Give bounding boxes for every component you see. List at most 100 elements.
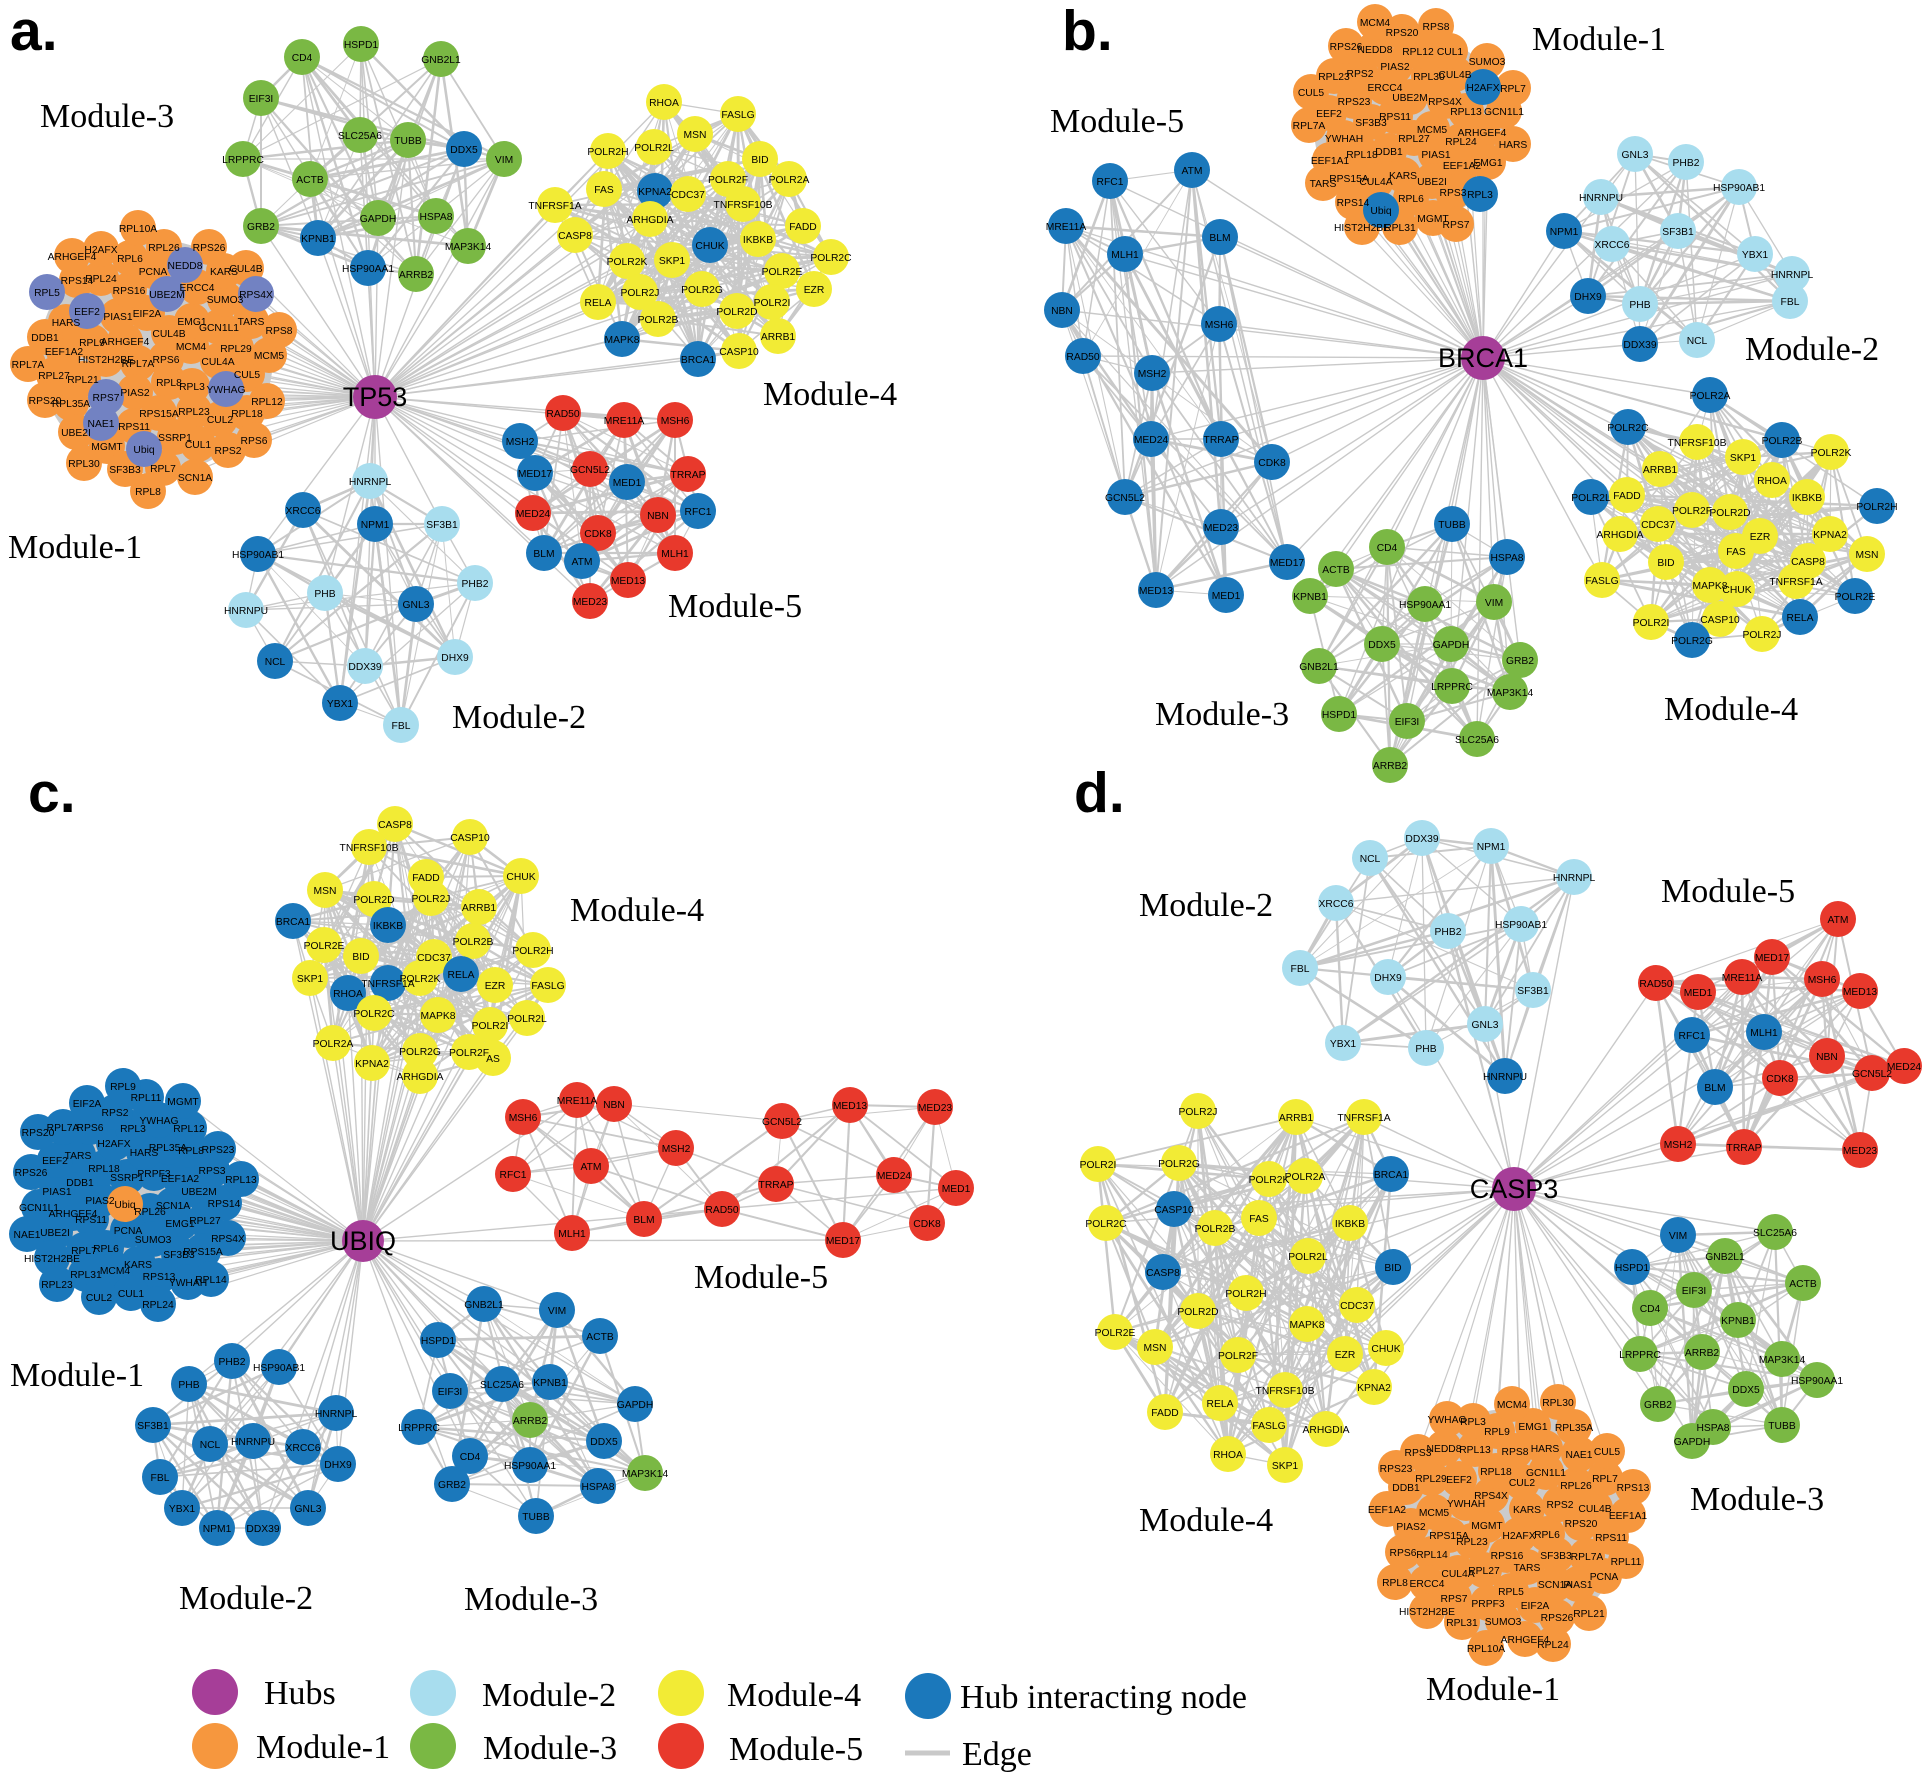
svg-text:POLR2J: POLR2J (1179, 1107, 1218, 1118)
svg-text:ARHGEF4: ARHGEF4 (49, 1209, 98, 1220)
svg-text:FAS: FAS (1726, 547, 1746, 558)
svg-text:TUBB: TUBB (1768, 1421, 1796, 1432)
svg-text:EEF2: EEF2 (42, 1156, 68, 1167)
svg-text:KPNA2: KPNA2 (1357, 1383, 1391, 1394)
svg-text:MSH6: MSH6 (661, 416, 690, 427)
svg-text:RPS14: RPS14 (208, 1199, 241, 1210)
svg-text:RPS26: RPS26 (193, 243, 226, 254)
svg-text:MSN: MSN (1856, 550, 1879, 561)
svg-text:TNFRSF1A: TNFRSF1A (361, 979, 414, 990)
svg-text:RPL14: RPL14 (195, 1275, 227, 1286)
svg-text:EEF1A2: EEF1A2 (1368, 1505, 1407, 1516)
svg-text:CASP3: CASP3 (1470, 1174, 1559, 1204)
svg-text:RPL31: RPL31 (1446, 1618, 1478, 1629)
svg-text:KARS: KARS (124, 1260, 152, 1271)
svg-text:MED13: MED13 (1139, 586, 1174, 597)
svg-text:RPL13: RPL13 (1459, 1445, 1491, 1456)
svg-text:Module-5: Module-5 (694, 1259, 828, 1296)
svg-text:HSP90AB1: HSP90AB1 (1495, 920, 1547, 931)
svg-text:CASP8: CASP8 (558, 231, 592, 242)
svg-text:SF3B3: SF3B3 (163, 1250, 195, 1261)
svg-text:SF3B3: SF3B3 (109, 465, 141, 476)
svg-text:RPL26: RPL26 (134, 1207, 166, 1218)
svg-text:ARHGDIA: ARHGDIA (1303, 1425, 1350, 1436)
svg-text:RFC1: RFC1 (1097, 177, 1124, 188)
svg-text:ARRB2: ARRB2 (399, 270, 434, 281)
svg-text:HSP90AA1: HSP90AA1 (1791, 1376, 1843, 1387)
svg-text:RPS6: RPS6 (77, 1123, 104, 1134)
svg-text:EIF3I: EIF3I (438, 1387, 463, 1398)
svg-text:RFC1: RFC1 (500, 1170, 527, 1181)
svg-text:RPS7: RPS7 (93, 393, 120, 404)
svg-text:RPS26: RPS26 (15, 1168, 48, 1179)
svg-text:PHB: PHB (178, 1380, 199, 1391)
svg-text:POLR2F: POLR2F (1672, 506, 1712, 517)
svg-text:RPS2: RPS2 (215, 446, 242, 457)
svg-text:YBX1: YBX1 (1742, 250, 1769, 261)
svg-text:RPS4X: RPS4X (239, 290, 273, 301)
svg-text:PIAS2: PIAS2 (1396, 1522, 1425, 1533)
svg-text:RPL12: RPL12 (251, 397, 283, 408)
svg-text:MSH6: MSH6 (509, 1113, 538, 1124)
svg-text:MED1: MED1 (613, 478, 642, 489)
svg-text:MED24: MED24 (1134, 435, 1169, 446)
svg-text:EIF3I: EIF3I (1395, 717, 1420, 728)
svg-text:Module-2: Module-2 (482, 1677, 616, 1714)
svg-text:CUL2: CUL2 (1509, 1478, 1536, 1489)
svg-text:RFC1: RFC1 (685, 507, 712, 518)
svg-text:CDK8: CDK8 (1766, 1074, 1794, 1085)
svg-text:RFC1: RFC1 (1679, 1031, 1706, 1042)
svg-text:TARS: TARS (65, 1151, 92, 1162)
svg-text:H2AFX: H2AFX (97, 1139, 130, 1150)
svg-text:XRCC6: XRCC6 (286, 1443, 321, 1454)
svg-text:RPL5: RPL5 (34, 288, 60, 299)
svg-text:MAPK8: MAPK8 (1693, 581, 1728, 592)
svg-text:RAD50: RAD50 (1639, 979, 1672, 990)
svg-text:ATM: ATM (572, 557, 593, 568)
svg-text:MED23: MED23 (1204, 523, 1239, 534)
svg-text:HNRNPU: HNRNPU (1579, 193, 1623, 204)
svg-text:ATM: ATM (1828, 915, 1849, 926)
svg-text:RPL10A: RPL10A (119, 224, 157, 235)
svg-text:PCNA: PCNA (1590, 1572, 1619, 1583)
svg-text:BID: BID (1384, 1263, 1401, 1274)
svg-text:SCN1A: SCN1A (1538, 1580, 1572, 1591)
svg-text:a.: a. (10, 0, 58, 63)
svg-text:EEF2: EEF2 (1316, 109, 1342, 120)
svg-text:RPS14: RPS14 (1337, 198, 1370, 209)
svg-text:ACTB: ACTB (1322, 565, 1350, 576)
svg-text:GNB2L1: GNB2L1 (1299, 662, 1339, 673)
svg-text:MAP3K14: MAP3K14 (1487, 688, 1534, 699)
svg-text:Edge: Edge (962, 1736, 1032, 1773)
svg-text:Module-4: Module-4 (763, 376, 897, 413)
svg-text:RPL11: RPL11 (1611, 1557, 1642, 1568)
svg-text:SKP1: SKP1 (1730, 453, 1757, 464)
svg-text:FADD: FADD (789, 222, 816, 233)
svg-text:RHOA: RHOA (333, 989, 363, 1000)
svg-text:CHUK: CHUK (695, 241, 724, 252)
svg-text:POLR2E: POLR2E (304, 941, 345, 952)
svg-text:VIM: VIM (1669, 1231, 1687, 1242)
svg-text:DDX5: DDX5 (1368, 640, 1396, 651)
svg-text:DHX9: DHX9 (1374, 973, 1402, 984)
svg-text:LRPPRC: LRPPRC (398, 1423, 440, 1434)
svg-text:RPL24: RPL24 (85, 274, 117, 285)
svg-text:NCL: NCL (1360, 854, 1381, 865)
svg-text:RPS8: RPS8 (266, 326, 293, 337)
svg-text:GCN5L2: GCN5L2 (762, 1117, 802, 1128)
svg-text:FASLG: FASLG (531, 981, 564, 992)
svg-text:SSRP1: SSRP1 (110, 1173, 144, 1184)
svg-text:DDX5: DDX5 (450, 145, 478, 156)
svg-text:HSP90AA1: HSP90AA1 (504, 1461, 556, 1472)
svg-text:Module-3: Module-3 (483, 1730, 617, 1767)
svg-text:ARRB2: ARRB2 (513, 1416, 548, 1427)
svg-text:GRB2: GRB2 (1644, 1400, 1672, 1411)
svg-text:YBX1: YBX1 (169, 1504, 196, 1515)
svg-text:CDC37: CDC37 (1641, 520, 1675, 531)
svg-text:EZR: EZR (1335, 1350, 1356, 1361)
svg-text:POLR2J: POLR2J (621, 288, 660, 299)
svg-text:YWHAG: YWHAG (1428, 1415, 1467, 1426)
svg-text:HSPA8: HSPA8 (581, 1482, 614, 1493)
svg-text:RPL35A: RPL35A (1555, 1423, 1593, 1434)
svg-text:EZR: EZR (485, 981, 506, 992)
